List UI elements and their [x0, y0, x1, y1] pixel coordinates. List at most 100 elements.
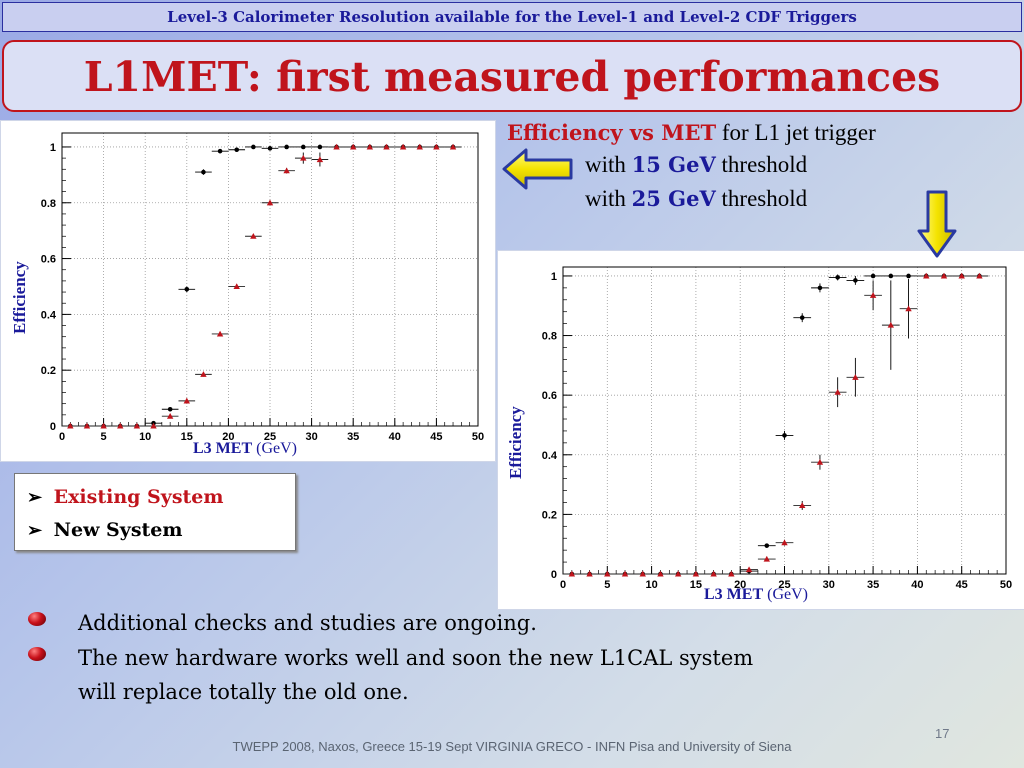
- data-point-circle: [300, 144, 306, 150]
- data-point-circle: [284, 144, 289, 150]
- data-point-triangle: [586, 570, 593, 577]
- data-point-triangle: [657, 570, 664, 577]
- data-point-triangle: [333, 143, 340, 150]
- data-point-circle: [167, 406, 173, 412]
- data-point-triangle: [799, 502, 806, 509]
- bullet-icon: [28, 647, 46, 661]
- data-point-circle: [234, 147, 240, 153]
- x-tick-label: 15: [181, 431, 193, 443]
- legend-new-label: New System: [53, 519, 183, 541]
- data-point-circle: [317, 144, 323, 150]
- data-point-circle: [764, 543, 770, 548]
- slide-title: L1MET: first measured performances: [2, 40, 1022, 112]
- bullet-item-2: The new hardware works well and soon the…: [28, 641, 988, 709]
- x-tick-label: 5: [604, 579, 610, 591]
- y-tick-label: 0.2: [542, 509, 557, 521]
- legend-existing-system: ➢ Existing System: [27, 482, 295, 515]
- x-tick-label: 10: [645, 579, 657, 591]
- plot2-x-axis-label: L3 MET (GeV): [704, 586, 808, 603]
- threshold-15gev: 15 GeV: [631, 152, 716, 177]
- data-point-triangle: [449, 143, 457, 150]
- y-tick-label: 1: [551, 271, 557, 283]
- data-point-triangle: [923, 272, 930, 279]
- data-point-triangle: [976, 272, 983, 279]
- bullet-icon: [28, 612, 46, 626]
- data-point-circle: [870, 273, 876, 279]
- data-point-triangle: [852, 374, 859, 380]
- y-tick-label: 1: [50, 142, 56, 154]
- description-threshold-1: threshold: [721, 152, 808, 177]
- page-number: 17: [935, 726, 950, 741]
- plot1-y-axis-label: Efficiency: [10, 261, 29, 334]
- data-point-circle: [817, 285, 823, 291]
- data-point-triangle: [150, 422, 157, 429]
- y-tick-label: 0: [551, 569, 557, 581]
- data-point-triangle: [233, 283, 240, 290]
- data-point-circle: [799, 315, 805, 320]
- description-jet-trigger: for L1 jet trigger: [721, 120, 876, 145]
- x-tick-label: 25: [778, 579, 790, 591]
- y-tick-label: 0.4: [41, 309, 57, 321]
- efficiency-plot-15gev-svg: 0 5 10 15 20 25 30 35 40 45 50 0 0.2 0.4 0.6 0.8 1: [41, 132, 484, 443]
- data-point-circle: [906, 273, 911, 279]
- data-point-triangle: [692, 570, 700, 577]
- plot1-x-axis-label: L3 MET (GeV): [193, 440, 297, 457]
- bullet-item-1: Additional checks and studies are ongoin…: [28, 606, 988, 640]
- data-point-triangle: [366, 143, 374, 150]
- data-point-triangle: [100, 422, 107, 429]
- data-point-triangle: [117, 422, 124, 429]
- x-tick-label: 20: [222, 431, 234, 443]
- data-point-triangle: [887, 321, 895, 328]
- data-point-circle: [888, 273, 894, 279]
- x-tick-label: 25: [264, 431, 276, 443]
- bullet-text-1: Additional checks and studies are ongoin…: [78, 611, 537, 635]
- legend-new-system: ➢ New System: [27, 515, 295, 548]
- threshold-25gev: 25 GeV: [631, 186, 716, 211]
- data-point-triangle: [399, 143, 407, 150]
- x-tick-label: 45: [956, 579, 968, 591]
- data-point-circle: [267, 146, 273, 151]
- description-with-1: with: [585, 152, 626, 177]
- x-tick-label: 40: [389, 431, 401, 443]
- y-tick-label: 0: [50, 421, 56, 433]
- data-point-triangle: [383, 143, 390, 150]
- description-line-2: with 15 GeV threshold: [585, 152, 807, 178]
- data-point-triangle: [316, 156, 324, 163]
- data-point-triangle: [250, 233, 257, 239]
- data-point-triangle: [266, 199, 274, 206]
- data-point-triangle: [416, 143, 423, 150]
- x-tick-label: 5: [101, 431, 107, 443]
- header-banner: Level-3 Calorimeter Resolution available…: [2, 2, 1022, 32]
- data-point-circle: [853, 278, 858, 283]
- y-tick-label: 0.8: [41, 198, 56, 210]
- data-point-triangle: [200, 371, 207, 377]
- data-point-circle: [201, 169, 206, 175]
- left-arrow-icon: [502, 148, 573, 190]
- x-tick-label: 30: [823, 579, 835, 591]
- legend-arrow-icon: ➢: [27, 487, 43, 508]
- data-point-triangle: [216, 330, 224, 337]
- data-point-triangle: [745, 566, 753, 573]
- data-point-triangle: [710, 570, 717, 577]
- x-tick-label: 50: [472, 431, 484, 443]
- data-point-triangle: [568, 570, 576, 577]
- x-tick-label: 40: [911, 579, 923, 591]
- data-point-triangle: [183, 397, 190, 404]
- x-tick-label: 35: [347, 431, 359, 443]
- x-tick-label: 50: [1000, 579, 1012, 591]
- footer-text: TWEPP 2008, Naxos, Greece 15-19 Sept VIR…: [232, 739, 792, 754]
- data-point-triangle: [621, 570, 629, 577]
- legend-arrow-icon: ➢: [27, 520, 43, 541]
- data-point-triangle: [781, 539, 788, 546]
- x-tick-label: 15: [690, 579, 702, 591]
- plot2-y-axis-label: Efficiency: [506, 406, 525, 479]
- legend-box: ➢ Existing System ➢ New System: [14, 473, 296, 551]
- data-point-triangle: [958, 272, 965, 279]
- x-tick-label: 0: [59, 431, 65, 443]
- data-point-triangle: [67, 422, 74, 429]
- y-tick-label: 0.6: [41, 254, 56, 266]
- data-point-triangle: [350, 143, 357, 150]
- x-tick-label: 30: [305, 431, 317, 443]
- data-point-triangle: [940, 272, 948, 279]
- x-tick-label: 35: [867, 579, 879, 591]
